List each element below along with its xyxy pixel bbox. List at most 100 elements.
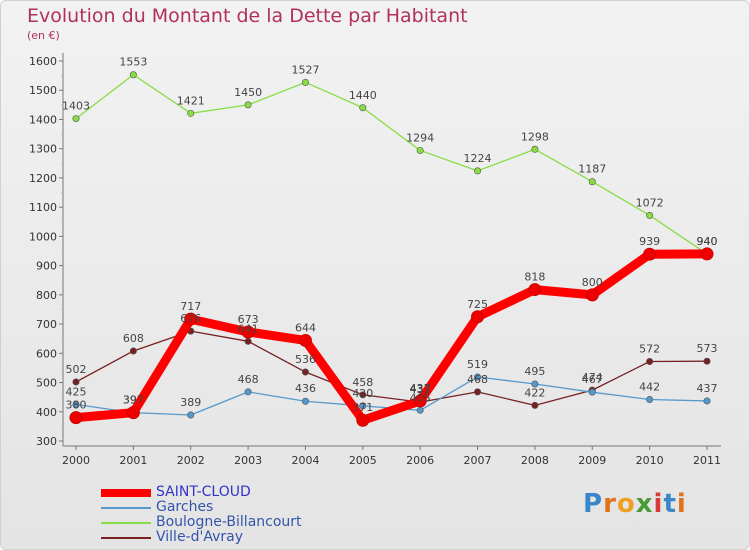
data-label: 425 <box>66 385 87 398</box>
data-label: 420 <box>352 387 373 400</box>
data-point <box>471 310 485 324</box>
x-tick-label: 2002 <box>177 454 205 467</box>
data-label: 405 <box>410 391 431 404</box>
data-point <box>72 115 80 123</box>
data-label: 468 <box>238 373 259 386</box>
data-point <box>585 288 599 302</box>
data-point <box>643 247 657 261</box>
data-point <box>646 211 654 219</box>
legend-label: Garches <box>156 499 214 515</box>
data-label: 442 <box>639 380 660 393</box>
data-label: 818 <box>524 271 545 284</box>
logo-letter: i <box>653 489 664 519</box>
data-point <box>72 400 80 408</box>
data-point <box>359 402 367 410</box>
data-point <box>588 388 596 396</box>
x-tick-label: 2001 <box>119 454 147 467</box>
legend-label: Boulogne-Billancourt <box>156 514 302 530</box>
unit-label: (en €) <box>27 29 60 42</box>
data-label: 389 <box>180 396 201 409</box>
data-label: 1450 <box>234 86 262 99</box>
data-point <box>413 394 427 408</box>
data-label: 467 <box>582 373 603 386</box>
y-tick-label: 900 <box>36 260 57 273</box>
x-tick-label: 2003 <box>234 454 262 467</box>
y-tick-label: 800 <box>36 289 57 302</box>
data-point <box>184 312 198 326</box>
data-label: 433 <box>410 383 431 396</box>
data-point <box>359 391 367 399</box>
legend-swatch <box>101 522 151 524</box>
y-tick-label: 500 <box>36 377 57 390</box>
data-label: 380 <box>66 399 87 412</box>
chart-title: Evolution du Montant de la Dette par Hab… <box>27 5 468 27</box>
legend-swatch <box>101 489 151 497</box>
data-point <box>244 388 252 396</box>
data-point <box>72 378 80 386</box>
logo-letter: r <box>603 489 617 519</box>
data-label: 502 <box>66 363 87 376</box>
x-tick-label: 2007 <box>464 454 492 467</box>
data-label: 437 <box>697 382 718 395</box>
proxiti-logo: Proxiti <box>583 489 687 519</box>
data-label: 939 <box>639 235 660 248</box>
logo-letter: P <box>583 489 604 519</box>
x-tick-label: 2005 <box>349 454 377 467</box>
data-label: 422 <box>524 386 545 399</box>
y-tick-label: 600 <box>36 347 57 360</box>
data-point <box>528 283 542 297</box>
logo-letter: i <box>676 489 687 519</box>
data-label: 573 <box>697 342 718 355</box>
data-label: 725 <box>467 298 488 311</box>
y-tick-label: 400 <box>36 406 57 419</box>
data-point <box>359 104 367 112</box>
y-tick-label: 1200 <box>29 172 57 185</box>
series-line-saint-cloud <box>71 249 712 425</box>
data-point <box>703 397 711 405</box>
data-label: 1294 <box>406 131 434 144</box>
data-label: 1527 <box>291 63 319 76</box>
data-label: 371 <box>352 401 373 414</box>
x-tick-label: 2009 <box>578 454 606 467</box>
data-point <box>298 333 312 347</box>
data-label: 519 <box>467 358 488 371</box>
data-label: 717 <box>180 300 201 313</box>
legend-label: Ville-d'Avray <box>156 529 244 545</box>
y-tick-label: 1300 <box>29 143 57 156</box>
data-point <box>187 109 195 117</box>
data-label: 1440 <box>349 89 377 102</box>
data-point <box>129 71 137 79</box>
x-tick-label: 2000 <box>62 454 90 467</box>
data-label: 608 <box>123 332 144 345</box>
logo-letter: o <box>616 489 636 519</box>
data-label: 437 <box>410 382 431 395</box>
data-point <box>531 380 539 388</box>
data-point <box>187 411 195 419</box>
y-tick-label: 300 <box>36 435 57 448</box>
data-point <box>474 167 482 175</box>
series-line-boulogne-billancourt <box>75 74 708 255</box>
data-label: 536 <box>295 353 316 366</box>
legend-swatch <box>101 537 151 539</box>
data-label: 458 <box>352 376 373 389</box>
data-point <box>301 397 309 405</box>
data-point <box>244 337 252 345</box>
data-label: 940 <box>697 235 718 248</box>
data-point <box>416 146 424 154</box>
legend-swatch <box>101 507 151 509</box>
data-label: 1187 <box>578 163 606 176</box>
data-point <box>531 145 539 153</box>
logo-letter: t <box>663 489 677 519</box>
x-tick-label: 2008 <box>521 454 549 467</box>
data-label: 1553 <box>119 56 147 69</box>
data-point <box>700 247 714 261</box>
data-label: 676 <box>180 312 201 325</box>
data-label: 397 <box>123 394 144 407</box>
y-tick-label: 1100 <box>29 201 57 214</box>
y-tick-label: 1600 <box>29 55 57 68</box>
data-point <box>356 413 370 427</box>
data-point <box>241 325 255 339</box>
legend-label: SAINT-CLOUD <box>156 484 251 500</box>
